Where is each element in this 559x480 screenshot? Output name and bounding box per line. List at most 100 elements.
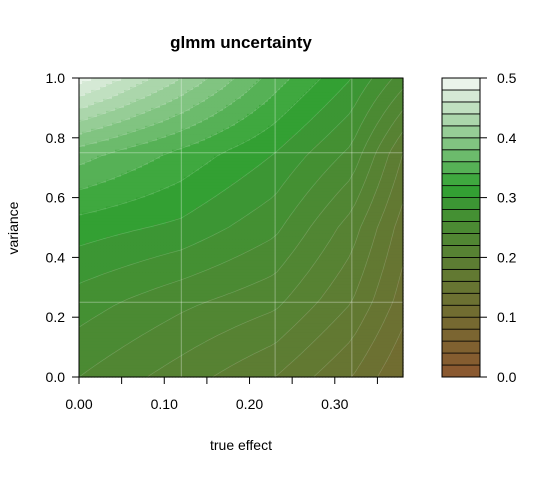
contour-cell: [340, 98, 344, 103]
contour-cell: [88, 137, 92, 142]
contour-cell: [286, 89, 290, 94]
contour-cell: [400, 78, 404, 82]
contour-cell: [340, 152, 344, 157]
contour-cell: [265, 119, 269, 124]
contour-cell: [157, 116, 161, 121]
contour-cell: [325, 110, 329, 115]
contour-cell: [121, 89, 125, 94]
contour-cell: [349, 140, 353, 145]
contour-cell: [118, 122, 122, 127]
contour-cell: [238, 107, 242, 112]
contour-cell: [169, 98, 173, 103]
contour-cell: [376, 161, 380, 166]
contour-cell: [346, 152, 350, 157]
contour-cell: [292, 113, 296, 118]
contour-cell: [127, 140, 131, 145]
contour-cell: [379, 140, 383, 145]
contour-cell: [193, 146, 197, 151]
contour-cell: [340, 128, 344, 133]
contour-cell: [391, 104, 395, 109]
contour-cell: [184, 119, 188, 124]
contour-cell: [193, 98, 197, 103]
contour-cell: [292, 143, 296, 148]
contour-cell: [277, 116, 281, 121]
contour-cell: [343, 119, 347, 124]
contour-cell: [205, 125, 209, 130]
contour-cell: [97, 155, 101, 160]
contour-cell: [94, 152, 98, 157]
contour-cell: [331, 92, 335, 97]
contour-cell: [187, 167, 191, 172]
contour-cell: [199, 83, 203, 88]
contour-cell: [346, 125, 350, 130]
contour-cell: [313, 167, 317, 172]
contour-cell: [181, 113, 185, 118]
contour-cell: [130, 170, 134, 175]
contour-cell: [307, 167, 311, 172]
contour-cell: [298, 80, 302, 85]
contour-cell: [97, 134, 101, 139]
contour-cell: [226, 173, 230, 178]
contour-cell: [232, 158, 236, 163]
contour-cell: [103, 140, 107, 145]
contour-cell: [133, 83, 137, 88]
contour-cell: [307, 113, 311, 118]
contour-cell: [100, 164, 104, 169]
contour-cell: [181, 89, 185, 94]
contour-cell: [178, 146, 182, 151]
contour-cell: [391, 78, 395, 82]
contour-cell: [118, 155, 122, 160]
contour-cell: [283, 149, 287, 154]
contour-cell: [238, 95, 242, 100]
contour-cell: [199, 78, 203, 82]
contour-cell: [280, 146, 284, 151]
contour-cell: [148, 110, 152, 115]
contour-cell: [376, 116, 380, 121]
contour-cell: [196, 107, 200, 112]
contour-cell: [379, 89, 383, 94]
contour-cell: [205, 89, 209, 94]
contour-cell: [400, 104, 404, 109]
contour-cell: [232, 95, 236, 100]
contour-cell: [133, 89, 137, 94]
contour-cell: [364, 92, 368, 97]
contour-cell: [322, 143, 326, 148]
contour-cell: [376, 80, 380, 85]
contour-cell: [295, 128, 299, 133]
contour-cell: [394, 101, 398, 106]
contour-cell: [304, 92, 308, 97]
contour-cell: [346, 128, 350, 133]
contour-cell: [238, 104, 242, 109]
contour-cell: [235, 98, 239, 103]
contour-cell: [229, 92, 233, 97]
contour-cell: [265, 125, 269, 130]
contour-cell: [286, 152, 290, 157]
contour-cell: [190, 161, 194, 166]
contour-cell: [163, 92, 167, 97]
contour-cell: [112, 146, 116, 151]
contour-cell: [139, 110, 143, 115]
contour-cell: [322, 80, 326, 85]
contour-cell: [241, 137, 245, 142]
contour-cell: [208, 80, 212, 85]
contour-cell: [268, 119, 272, 124]
contour-cell: [352, 89, 356, 94]
contour-cell: [199, 110, 203, 115]
contour-cell: [127, 149, 131, 154]
contour-cell: [391, 101, 395, 106]
contour-cell: [202, 107, 206, 112]
contour-cell: [202, 98, 206, 103]
contour-cell: [247, 116, 251, 121]
contour-cell: [226, 110, 230, 115]
contour-cell: [262, 86, 266, 91]
contour-cell: [361, 140, 365, 145]
contour-cell: [322, 92, 326, 97]
contour-cell: [220, 116, 224, 121]
contour-cell: [136, 134, 140, 139]
contour-cell: [205, 152, 209, 157]
contour-cell: [169, 161, 173, 166]
contour-cell: [310, 101, 314, 106]
contour-cell: [151, 83, 155, 88]
contour-cell: [214, 113, 218, 118]
contour-cell: [292, 134, 296, 139]
